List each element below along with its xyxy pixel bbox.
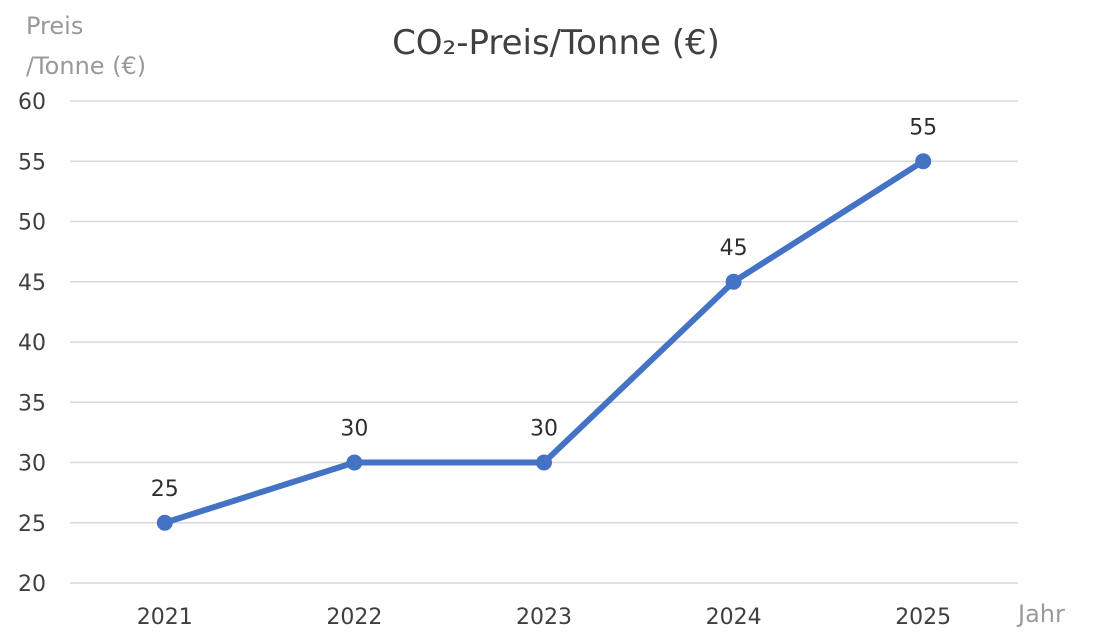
data-label: 30 [340,417,368,442]
data-point [536,454,552,471]
data-point [915,153,932,170]
data-labels: 25 30 30 45 55 [151,115,937,502]
y-tick-label: 60 [18,90,46,115]
data-label: 25 [151,477,179,502]
y-tick-label: 40 [18,331,46,356]
x-tick-label: 2021 [137,605,193,630]
x-tick-label: 2025 [895,605,951,630]
chart-title: CO₂-Preis/Tonne (€) [392,23,720,63]
x-axis-label: Jahr [1016,600,1065,628]
x-tick-label: 2024 [706,605,762,630]
y-tick-label: 20 [18,572,46,597]
y-tick-label: 55 [18,150,46,175]
x-tick-labels: 2021 2022 2023 2024 2025 [137,605,951,630]
data-point [346,454,363,471]
x-tick-label: 2023 [516,605,572,630]
data-label: 45 [720,236,748,261]
data-point [156,514,173,531]
y-axis-label-line-1: Preis [26,12,83,40]
y-axis-label-line-2: /Tonne (€) [26,52,146,80]
data-point [725,273,742,290]
data-label: 55 [909,115,937,140]
y-tick-label: 35 [18,391,46,416]
gridlines [70,100,1018,584]
data-label: 30 [530,417,558,442]
y-tick-labels: 20 25 30 35 40 45 50 55 60 [18,90,46,597]
series-layer [156,153,932,531]
y-tick-label: 45 [18,271,46,296]
x-tick-label: 2022 [326,605,382,630]
y-tick-label: 25 [18,512,46,537]
y-tick-label: 50 [18,211,46,236]
y-tick-label: 30 [18,452,46,477]
